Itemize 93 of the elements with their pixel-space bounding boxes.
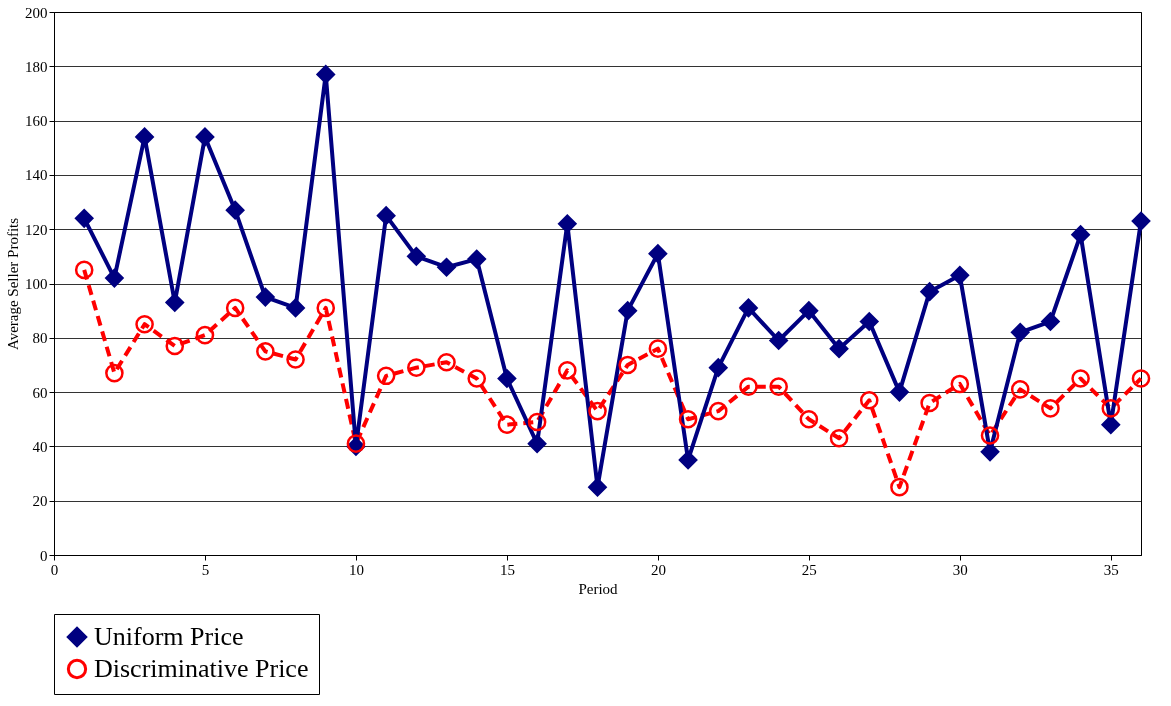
point	[225, 298, 245, 318]
point	[557, 361, 577, 380]
point	[618, 301, 638, 320]
point	[497, 415, 517, 434]
point	[527, 412, 547, 432]
point	[467, 249, 487, 269]
x-tick-label: 5	[201, 561, 210, 578]
point	[588, 477, 607, 497]
point	[135, 127, 154, 147]
point	[74, 209, 94, 228]
point	[618, 355, 638, 375]
point	[105, 268, 124, 288]
legend-label: Uniform Price	[94, 622, 244, 651]
point	[225, 200, 245, 220]
point	[769, 331, 788, 350]
point	[437, 257, 456, 277]
point	[1010, 323, 1030, 342]
point	[799, 301, 819, 320]
point	[859, 390, 879, 410]
point	[799, 409, 819, 429]
point	[195, 127, 215, 147]
point	[195, 325, 215, 345]
y-tick-label: 100	[25, 276, 48, 292]
x-tick-label: 20	[650, 561, 666, 578]
y-tick-label: 20	[32, 493, 48, 510]
point	[1131, 211, 1151, 231]
point	[1101, 415, 1121, 434]
point	[678, 450, 698, 470]
point	[256, 342, 275, 361]
point	[739, 377, 758, 396]
point	[497, 369, 517, 388]
point	[1101, 399, 1121, 418]
point	[316, 298, 336, 318]
point	[678, 409, 698, 429]
y-tick-label: 0	[40, 547, 48, 564]
x-tick-label: 35	[1103, 561, 1119, 578]
x-tick-label: 15	[499, 561, 515, 578]
y-tick-label: 60	[32, 384, 48, 401]
x-tick-label: 25	[801, 561, 817, 578]
point	[527, 434, 547, 453]
point	[165, 336, 185, 356]
point	[648, 339, 668, 358]
point	[980, 442, 1000, 462]
x-tick-label: 30	[952, 561, 968, 578]
point	[105, 363, 124, 383]
point	[1041, 312, 1060, 331]
point	[1131, 369, 1151, 388]
point	[286, 298, 305, 318]
point	[708, 358, 728, 377]
point	[648, 244, 668, 263]
y-tick-label: 160	[25, 113, 48, 130]
point	[769, 377, 788, 396]
legend-label: Discriminative Price	[94, 654, 309, 683]
point	[437, 352, 456, 372]
point	[920, 393, 939, 413]
point	[165, 293, 185, 312]
point	[950, 374, 970, 394]
point	[708, 401, 728, 421]
point	[135, 314, 154, 334]
point	[859, 312, 879, 331]
point	[74, 260, 94, 280]
point	[920, 282, 939, 301]
point	[256, 287, 275, 307]
point	[588, 401, 607, 421]
point	[829, 428, 849, 448]
point	[950, 266, 970, 285]
point	[1071, 369, 1090, 388]
point	[376, 366, 396, 386]
point	[1041, 399, 1060, 418]
point	[890, 477, 909, 497]
point	[890, 382, 909, 402]
y-tick-label: 200	[25, 4, 48, 21]
y-tick-label: 140	[25, 167, 48, 184]
y-tick-label: 80	[32, 330, 48, 347]
point	[829, 339, 849, 358]
point	[1071, 225, 1090, 244]
point	[286, 350, 305, 369]
point	[407, 247, 426, 266]
y-tick-label: 180	[25, 58, 48, 75]
point	[980, 426, 1000, 445]
point	[376, 206, 396, 225]
x-axis-title: Period	[578, 580, 619, 597]
x-tick-label: 10	[348, 561, 364, 578]
y-tick-label: 40	[32, 438, 48, 455]
y-tick-label: 120	[25, 221, 48, 238]
point	[739, 298, 758, 318]
point	[407, 358, 426, 377]
point	[557, 214, 577, 234]
point	[467, 369, 487, 388]
point	[316, 65, 336, 84]
point	[1010, 380, 1030, 399]
x-tick-label: 0	[50, 561, 59, 578]
y-axis-title: Average Seller Profits	[5, 217, 21, 351]
